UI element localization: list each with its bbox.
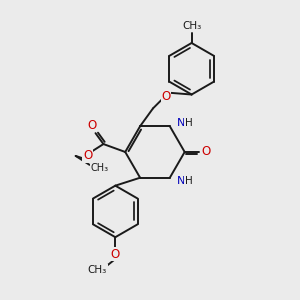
Text: CH₃: CH₃	[88, 265, 107, 275]
Text: H: H	[185, 118, 193, 128]
Text: CH₃: CH₃	[90, 163, 109, 173]
Text: CH₃: CH₃	[182, 21, 201, 31]
Text: O: O	[161, 90, 170, 103]
Text: H: H	[185, 176, 193, 186]
Text: O: O	[111, 248, 120, 260]
Text: N: N	[176, 118, 185, 128]
Text: O: O	[83, 149, 92, 162]
Text: N: N	[176, 176, 185, 186]
Text: O: O	[202, 146, 211, 158]
Text: O: O	[87, 119, 96, 132]
